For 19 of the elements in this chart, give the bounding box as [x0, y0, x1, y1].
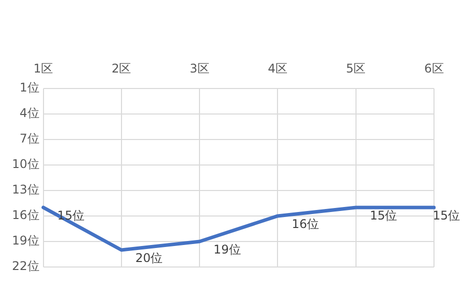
y-tick-label: 1位 [20, 80, 40, 95]
y-tick-label: 7位 [20, 132, 40, 146]
x-tick-label: 5区 [346, 61, 366, 76]
y-tick-label: 4位 [20, 106, 40, 120]
data-label: 16位 [292, 217, 319, 232]
x-tick-label: 3区 [190, 61, 210, 76]
data-label: 15位 [370, 208, 398, 223]
y-tick-label: 22位 [12, 259, 40, 274]
data-label: 19位 [214, 242, 241, 257]
data-label: 20位 [135, 251, 163, 266]
y-tick-label: 13位 [12, 182, 40, 197]
y-tick-label: 10位 [12, 157, 40, 172]
y-tick-label: 19位 [12, 234, 40, 248]
x-tick-label: 4区 [268, 61, 288, 76]
data-label: 15位 [432, 208, 460, 223]
x-tick-label: 1区 [33, 61, 54, 76]
x-tick-label: 2区 [112, 61, 132, 76]
y-tick-label: 16位 [12, 208, 40, 222]
x-tick-label: 6区 [424, 61, 444, 76]
